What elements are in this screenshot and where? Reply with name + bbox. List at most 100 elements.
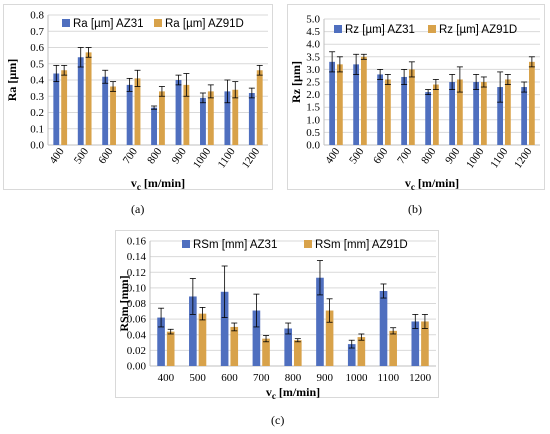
y-axis-label: Rz [µm] — [289, 61, 303, 103]
bar — [425, 92, 431, 145]
y-tick-label: 1.5 — [306, 102, 320, 114]
x-tick-label: 700 — [121, 145, 141, 166]
bar — [329, 61, 335, 146]
y-tick-label: 1.0 — [306, 114, 320, 126]
y-tick-label: 3.0 — [306, 64, 320, 76]
legend-label: Ra [µm] AZ91D — [165, 18, 244, 30]
x-tick-label: 400 — [47, 145, 67, 166]
x-tick-label: 500 — [189, 372, 206, 384]
bar — [325, 310, 334, 366]
bar — [497, 87, 503, 145]
bar — [409, 69, 415, 145]
bar — [248, 93, 255, 145]
y-tick-label: 0.2 — [30, 107, 44, 119]
bar — [529, 61, 535, 146]
bar — [166, 331, 175, 366]
legend-swatch — [62, 19, 70, 27]
bar — [385, 79, 391, 145]
bar — [110, 86, 116, 145]
y-axis-label: Ra [µm] — [5, 59, 19, 102]
y-tick-label: 2.5 — [306, 77, 320, 89]
bar — [353, 64, 359, 145]
y-tick-label: 0.3 — [30, 91, 44, 103]
y-tick-label: 0.7 — [30, 26, 44, 38]
legend-label: Rz [µm] AZ31 — [345, 24, 415, 36]
legend-swatch — [334, 25, 342, 33]
x-tick-label: 1000 — [346, 372, 369, 384]
bar — [379, 291, 388, 366]
bar — [252, 310, 261, 366]
y-tick-label: 4.0 — [306, 39, 320, 51]
y-tick-label: 0.08 — [127, 298, 147, 310]
caption-b: (b) — [408, 202, 422, 216]
bar — [207, 91, 214, 145]
bar — [77, 57, 84, 145]
bar — [401, 76, 407, 145]
y-axis-label: RSm [mm] — [117, 275, 131, 331]
bar — [220, 291, 229, 366]
y-tick-label: 0.5 — [306, 127, 320, 139]
bar — [61, 70, 68, 145]
x-tick-label: 800 — [145, 145, 165, 166]
y-tick-label: 0.02 — [127, 345, 146, 357]
y-tick-label: 4.5 — [306, 26, 320, 38]
y-tick-label: 0.1 — [30, 123, 44, 135]
y-tick-label: 3.5 — [306, 51, 320, 63]
x-tick-label: 700 — [253, 372, 270, 384]
x-tick-label: 1000 — [191, 145, 214, 170]
bar — [411, 321, 420, 366]
x-tick-label: 1200 — [240, 145, 263, 170]
bar — [224, 91, 231, 145]
legend-label: RSm [mm] AZ91D — [315, 239, 408, 251]
bar — [230, 326, 239, 366]
bar — [357, 337, 366, 366]
y-tick-label: 0.10 — [127, 282, 147, 294]
bar — [457, 79, 463, 145]
bar — [85, 52, 92, 145]
legend-label: Ra [µm] AZ31 — [73, 18, 144, 30]
y-tick-label: 0.00 — [127, 361, 147, 373]
bar — [262, 338, 270, 366]
legend-swatch — [428, 25, 436, 33]
x-tick-label: 600 — [371, 145, 391, 166]
legend-swatch — [182, 240, 190, 248]
bar — [316, 277, 324, 366]
bar — [505, 79, 511, 145]
legend-swatch — [304, 240, 312, 248]
x-tick-label: 1100 — [488, 145, 511, 170]
bar — [481, 82, 487, 145]
y-tick-label: 0.16 — [127, 236, 147, 248]
bar — [157, 317, 165, 366]
x-tick-label: 900 — [443, 145, 463, 166]
x-axis-label: vc [m/min] — [266, 385, 320, 401]
x-tick-label: 800 — [285, 372, 302, 384]
chart-panel-rz: 0.0 0.5 1.0 1.5 2.0 2.5 3.0 3.5 4.0 4.5 5.0 400 500 6… — [287, 4, 545, 192]
y-tick-label: 5.0 — [306, 14, 320, 26]
chart-rz: 0.00.51.01.52.02.53.03.54.04.55.0 400 500 6… — [289, 14, 540, 192]
bar — [361, 56, 367, 145]
y-tick-label: 0.12 — [127, 267, 146, 279]
y-tick-label: 0.0 — [306, 140, 320, 152]
y-tick-label: 0.04 — [127, 329, 147, 341]
chart-panel-ra: 0.0 0.1 0.2 0.3 0.4 0.5 0.6 0.7 0.8 400 500 600 700 8… — [3, 4, 273, 192]
bar — [183, 84, 190, 145]
legend-label: RSm [mm] AZ31 — [193, 239, 277, 251]
y-tick-label: 0.14 — [127, 251, 147, 263]
y-tick-label: 0.8 — [30, 10, 44, 22]
chart-ra: 0.0 0.1 0.2 0.3 0.4 0.5 0.6 0.7 0.8 400 500 600 700 8… — [5, 10, 268, 192]
bar — [198, 313, 207, 366]
x-axis-label: vc [m/min] — [405, 176, 459, 192]
bar — [389, 330, 397, 366]
bar — [347, 344, 356, 366]
bar — [200, 97, 206, 145]
x-tick-label: 1100 — [378, 372, 400, 384]
y-tick-label: 0.4 — [30, 75, 44, 87]
x-tick-label: 800 — [419, 145, 439, 166]
x-tick-label: 900 — [170, 145, 190, 166]
bar — [175, 80, 182, 145]
bar — [473, 82, 479, 145]
bar — [337, 64, 343, 145]
x-tick-label: 900 — [317, 372, 334, 384]
bar — [189, 296, 197, 366]
chart-rsm: 0.00 0.02 0.04 0.06 0.08 0.10 0.12 0.14 0.16 400 5… — [117, 236, 436, 401]
